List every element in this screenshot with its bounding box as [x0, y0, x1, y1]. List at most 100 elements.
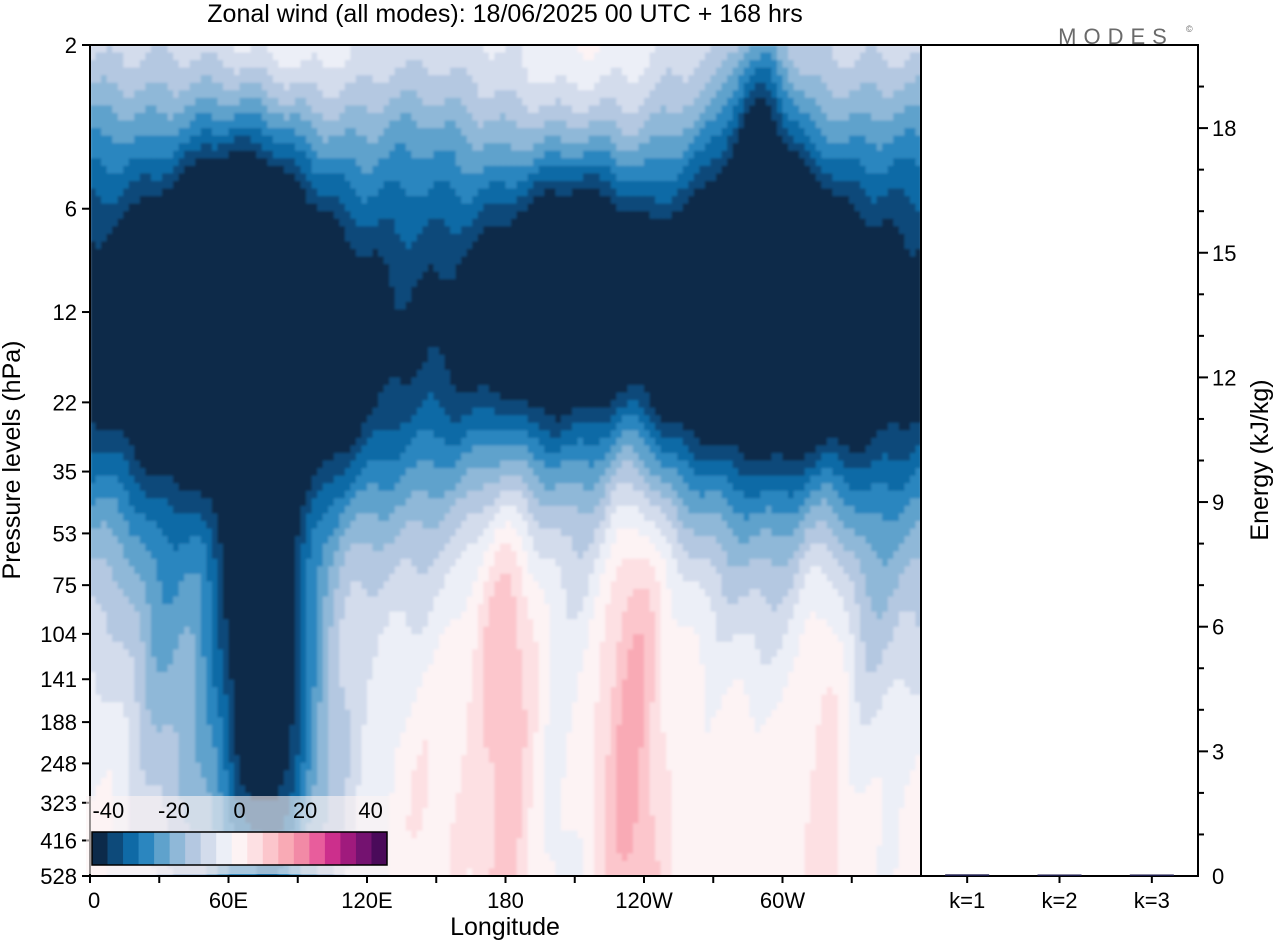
heatmap-cell	[517, 166, 523, 174]
heatmap-cell	[301, 121, 307, 129]
heatmap-cell	[306, 60, 312, 68]
heatmap-cell	[666, 113, 672, 121]
heatmap-cell	[478, 173, 484, 181]
heatmap-cell	[278, 113, 284, 121]
heatmap-cell	[783, 128, 789, 136]
heatmap-cell	[738, 90, 744, 98]
heatmap-cell	[644, 241, 650, 249]
heatmap-cell	[450, 219, 456, 227]
heatmap-cell	[677, 287, 683, 295]
heatmap-cell	[810, 113, 816, 121]
heatmap-cell	[179, 173, 185, 181]
heatmap-cell	[112, 143, 118, 151]
heatmap-cell	[710, 204, 716, 212]
heatmap-cell	[317, 136, 323, 144]
heatmap-cell	[605, 257, 611, 265]
heatmap-cell	[289, 196, 295, 204]
heatmap-cell	[821, 90, 827, 98]
heatmap-cell	[638, 68, 644, 76]
heatmap-cell	[528, 204, 534, 212]
heatmap-cell	[289, 90, 295, 98]
heatmap-cell	[727, 204, 733, 212]
heatmap-cell	[544, 75, 550, 83]
heatmap-cell	[605, 241, 611, 249]
heatmap-cell	[589, 45, 595, 53]
heatmap-cell	[627, 257, 633, 265]
heatmap-cell	[411, 211, 417, 219]
heatmap-cell	[849, 158, 855, 166]
heatmap-cell	[112, 234, 118, 242]
heatmap-cell	[489, 136, 495, 144]
heatmap-cell	[816, 189, 822, 197]
heatmap-cell	[439, 204, 445, 212]
heatmap-cell	[860, 264, 866, 272]
heatmap-cell	[561, 90, 567, 98]
heatmap-cell	[616, 279, 622, 287]
heatmap-cell	[456, 121, 462, 129]
heatmap-cell	[129, 181, 135, 189]
heatmap-cell	[755, 189, 761, 197]
heatmap-cell	[749, 287, 755, 295]
heatmap-cell	[528, 128, 534, 136]
heatmap-cell	[129, 166, 135, 174]
heatmap-cell	[600, 234, 606, 242]
heatmap-cell	[411, 136, 417, 144]
heatmap-cell	[445, 68, 451, 76]
heatmap-cell	[694, 151, 700, 159]
heatmap-cell	[699, 128, 705, 136]
heatmap-cell	[417, 98, 423, 106]
heatmap-cell	[738, 121, 744, 129]
heatmap-cell	[295, 128, 301, 136]
heatmap-cell	[910, 219, 916, 227]
heatmap-cell	[217, 219, 223, 227]
heatmap-cell	[832, 75, 838, 83]
heatmap-cell	[672, 143, 678, 151]
heatmap-cell	[550, 249, 556, 257]
heatmap-cell	[871, 279, 877, 287]
heatmap-cell	[816, 264, 822, 272]
heatmap-cell	[655, 83, 661, 91]
heatmap-cell	[699, 136, 705, 144]
heatmap-cell	[129, 83, 135, 91]
heatmap-cell	[489, 90, 495, 98]
heatmap-cell	[871, 53, 877, 61]
heatmap-cell	[134, 53, 140, 61]
heatmap-cell	[860, 272, 866, 280]
heatmap-cell	[528, 234, 534, 242]
heatmap-cell	[644, 113, 650, 121]
heatmap-cell	[827, 113, 833, 121]
heatmap-cell	[727, 196, 733, 204]
heatmap-cell	[350, 264, 356, 272]
heatmap-cell	[832, 158, 838, 166]
heatmap-cell	[522, 75, 528, 83]
heatmap-cell	[805, 105, 811, 113]
heatmap-cell	[794, 158, 800, 166]
heatmap-cell	[633, 158, 639, 166]
heatmap-cell	[799, 204, 805, 212]
heatmap-cell	[245, 90, 251, 98]
heatmap-cell	[722, 196, 728, 204]
heatmap-cell	[572, 60, 578, 68]
heatmap-cell	[589, 98, 595, 106]
heatmap-cell	[417, 211, 423, 219]
heatmap-cell	[544, 105, 550, 113]
heatmap-cell	[301, 166, 307, 174]
heatmap-cell	[866, 68, 872, 76]
heatmap-cell	[101, 234, 107, 242]
heatmap-cell	[899, 158, 905, 166]
heatmap-cell	[622, 204, 628, 212]
heatmap-cell	[594, 151, 600, 159]
heatmap-cell	[893, 136, 899, 144]
heatmap-cell	[572, 158, 578, 166]
heatmap-cell	[112, 287, 118, 295]
heatmap-cell	[389, 196, 395, 204]
heatmap-cell	[904, 121, 910, 129]
heatmap-cell	[517, 279, 523, 287]
heatmap-cell	[494, 60, 500, 68]
heatmap-cell	[699, 279, 705, 287]
heatmap-cell	[190, 294, 196, 302]
heatmap-cell	[688, 75, 694, 83]
heatmap-cell	[688, 128, 694, 136]
heatmap-cell	[212, 279, 218, 287]
heatmap-cell	[555, 105, 561, 113]
